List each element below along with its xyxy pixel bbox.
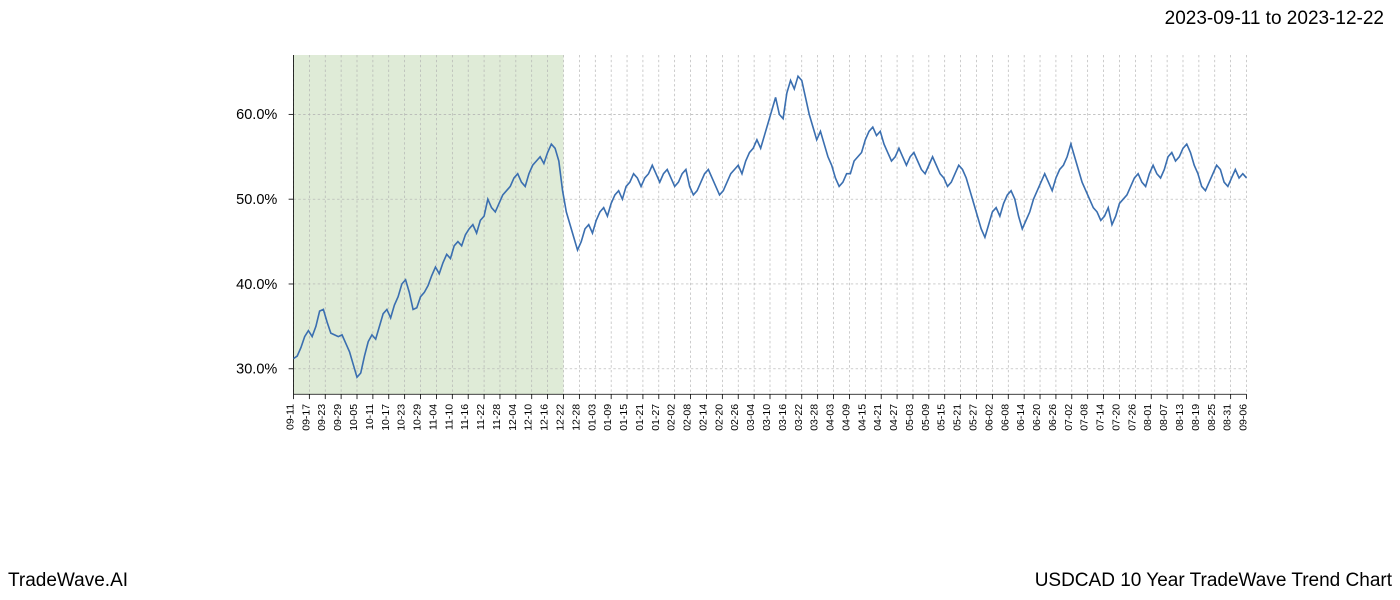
x-tick-label: 07-08 (1079, 404, 1091, 431)
x-tick-label: 12-28 (570, 404, 582, 431)
x-tick-label: 10-23 (396, 404, 408, 431)
x-tick-label: 12-10 (523, 404, 535, 431)
x-tick-label: 11-10 (443, 404, 455, 430)
x-tick-label: 08-07 (1158, 404, 1170, 431)
x-tick-label: 05-21 (952, 404, 964, 431)
x-tick-label: 09-06 (1238, 404, 1250, 431)
x-tick-label: 01-15 (618, 404, 630, 431)
x-tick-label: 08-31 (1222, 404, 1234, 431)
x-tick-label: 07-20 (1110, 404, 1122, 431)
chart-title-label: USDCAD 10 Year TradeWave Trend Chart (1035, 570, 1392, 592)
x-tick-label: 12-04 (507, 404, 519, 431)
x-tick-label: 03-10 (761, 404, 773, 431)
brand-label: TradeWave.AI (8, 570, 128, 592)
x-tick-label: 08-13 (1174, 404, 1186, 431)
x-tick-label: 01-09 (602, 404, 614, 431)
x-tick-label: 01-03 (586, 404, 598, 431)
y-tick-label: 30.0% (236, 362, 277, 378)
x-tick-label: 09-29 (332, 404, 344, 431)
x-tick-label: 02-02 (666, 404, 678, 431)
x-tick-label: 09-11 (284, 404, 296, 430)
x-tick-label: 06-20 (1031, 404, 1043, 431)
x-tick-label: 04-15 (856, 404, 868, 431)
x-tick-label: 10-29 (412, 404, 424, 431)
chart-area: 30.0% 40.0% 50.0% 60.0% 09-11 09-17 09-23 09-29… (180, 55, 1360, 475)
x-tick-label: 04-09 (840, 404, 852, 431)
x-tick-label: 11-16 (459, 404, 471, 430)
x-tick-label: 01-21 (634, 404, 646, 431)
x-tick-label: 01-27 (650, 404, 662, 431)
x-tick-label: 02-20 (713, 404, 725, 431)
x-tick-label: 07-02 (1063, 404, 1075, 431)
chart-svg: 30.0% 40.0% 50.0% 60.0% 09-11 09-17 09-23 09-29… (180, 55, 1360, 475)
x-tick-label: 04-03 (825, 404, 837, 431)
date-range-title: 2023-09-11 to 2023-12-22 (1165, 8, 1384, 30)
x-tick-label: 09-23 (316, 404, 328, 431)
x-tick-label: 04-27 (888, 404, 900, 431)
x-tick-label: 09-17 (300, 404, 312, 431)
x-tick-label: 06-14 (1015, 404, 1027, 431)
x-tick-label: 06-26 (1047, 404, 1059, 431)
x-tick-label: 05-15 (936, 404, 948, 431)
y-tick-label: 60.0% (236, 107, 277, 123)
x-tick-label: 04-21 (872, 404, 884, 431)
x-tick-label: 05-27 (968, 404, 980, 431)
x-tick-label: 02-14 (697, 404, 709, 431)
x-tick-label: 12-16 (539, 404, 551, 431)
x-tick-label: 08-25 (1206, 404, 1218, 431)
x-tick-label: 07-14 (1095, 404, 1107, 431)
x-tick-label: 10-05 (348, 404, 360, 431)
x-tick-label: 03-16 (777, 404, 789, 431)
x-tick-label: 02-08 (682, 404, 694, 431)
y-tick-label: 40.0% (236, 277, 277, 293)
x-tick-label: 05-09 (920, 404, 932, 431)
x-tick-label: 11-04 (427, 404, 439, 430)
x-tick-label: 06-02 (983, 404, 995, 431)
x-tick-label: 05-03 (904, 404, 916, 431)
x-tick-label: 08-19 (1190, 404, 1202, 431)
x-tick-label: 10-17 (380, 404, 392, 431)
x-tick-label: 10-11 (364, 404, 376, 430)
x-tick-label: 11-28 (491, 404, 503, 430)
x-tick-label: 08-01 (1142, 404, 1154, 431)
x-tick-label: 03-04 (745, 404, 757, 431)
x-tick-label: 06-08 (999, 404, 1011, 431)
x-tick-label: 12-22 (555, 404, 567, 431)
x-tick-label: 03-22 (793, 404, 805, 431)
x-tick-label: 11-22 (475, 404, 487, 430)
x-tick-label: 03-28 (809, 404, 821, 431)
highlight-band (293, 55, 563, 394)
x-tick-label: 02-26 (729, 404, 741, 431)
x-tick-label: 07-26 (1126, 404, 1138, 431)
y-tick-label: 50.0% (236, 192, 277, 208)
